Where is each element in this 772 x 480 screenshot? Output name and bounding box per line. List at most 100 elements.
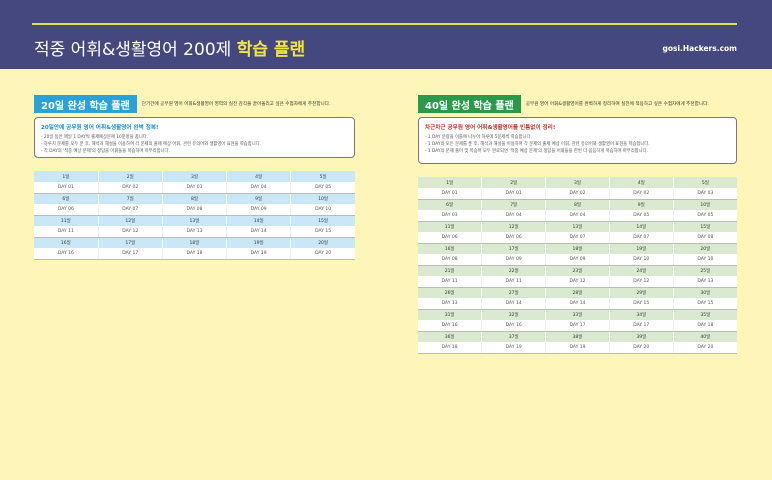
schedule-unit-cell: DAY 09 [481, 254, 546, 266]
schedule-unit-cell: DAY 08 [672, 232, 737, 244]
schedule-unit-row: DAY 08 DAY 09 DAY 09 DAY 10 DAY 10 [418, 254, 737, 266]
plan-40-line: - 1 DAY의 모든 문제를 푼 후, 해석과 해설을 이용하여 각 문제의 … [425, 142, 650, 148]
schedule-day-cell: 20일 [672, 243, 737, 254]
page-title: 적중 어휘&생활영어 200제 학습 플랜 [34, 35, 305, 60]
schedule-day-cell: 12일 [97, 215, 163, 226]
plan-40-line: - 1 DAY 분량을 이틀에 나누어 하루에 5문제씩 학습합니다. [425, 135, 532, 140]
schedule-unit-cell: DAY 02 [608, 188, 674, 200]
schedule-day-cell: 25일 [672, 265, 737, 276]
schedule-day-cell: 22일 [481, 265, 546, 276]
schedule-unit-row: DAY 11 DAY 11 DAY 12 DAY 12 DAY 13 [418, 276, 737, 288]
schedule-day-cell: 15일 [672, 221, 737, 232]
schedule-unit-row: DAY 11 DAY 12 DAY 13 DAY 14 DAY 15 [34, 226, 355, 238]
schedule-day-cell: 5일 [672, 177, 737, 188]
schedule-day-cell: 26일 [418, 287, 482, 298]
schedule-day-cell: 33일 [545, 309, 610, 320]
schedule-day-row: 16일 17일 18일 19일 20일 [418, 243, 737, 254]
schedule-day-cell: 27일 [481, 287, 546, 298]
schedule-unit-cell: DAY 17 [608, 320, 674, 332]
schedule-day-cell: 32일 [481, 309, 546, 320]
schedule-unit-cell: DAY 19 [545, 342, 610, 354]
header-rule [32, 23, 737, 25]
schedule-unit-row: DAY 01 DAY 01 DAY 02 DAY 02 DAY 03 [418, 188, 737, 200]
plan-20-box-title: 20일안에 공무원 영어 어휘&생활영어 완벽 정복! [41, 125, 159, 131]
schedule-unit-cell: DAY 15 [290, 226, 355, 238]
plan-40-line: - 1 DAY의 문제 풀이 및 복습이 모두 완료되면 '적중 예상 문제'의… [425, 149, 648, 155]
schedule-day-cell: 18일 [161, 237, 227, 248]
schedule-day-cell: 39일 [608, 331, 674, 342]
schedule-day-cell: 4일 [608, 177, 674, 188]
schedule-unit-cell: DAY 07 [608, 232, 674, 244]
schedule-unit-cell: DAY 14 [545, 298, 610, 310]
schedule-day-cell: 23일 [545, 265, 610, 276]
schedule-unit-cell: DAY 20 [672, 342, 737, 354]
schedule-day-cell: 21일 [418, 265, 482, 276]
schedule-day-cell: 11일 [418, 221, 482, 232]
schedule-day-row: 1일 2일 3일 4일 5일 [34, 171, 355, 182]
plan-20-days: 20일 완성 학습 플랜 단기간에 공무원 영어 어휘&생활영어 영역의 실전 … [34, 95, 355, 260]
plan-40-box-title: 차근차근 공무원 영어 어휘&생활영어를 빈틈없이 정리! [425, 125, 556, 131]
schedule-day-row: 36일 37일 38일 39일 40일 [418, 331, 737, 342]
schedule-unit-cell: DAY 05 [672, 210, 737, 222]
schedule-unit-row: DAY 01 DAY 02 DAY 03 DAY 04 DAY 05 [34, 182, 355, 194]
schedule-day-cell: 40일 [672, 331, 737, 342]
schedule-unit-cell: DAY 20 [290, 248, 355, 260]
schedule-day-cell: 8일 [545, 199, 610, 210]
schedule-unit-cell: DAY 07 [97, 204, 163, 216]
schedule-unit-row: DAY 18 DAY 19 DAY 19 DAY 20 DAY 20 [418, 342, 737, 354]
schedule-unit-cell: DAY 08 [161, 204, 227, 216]
schedule-unit-cell: DAY 02 [545, 188, 610, 200]
schedule-day-cell: 16일 [34, 237, 99, 248]
schedule-unit-cell: DAY 07 [545, 232, 610, 244]
plan-40-heading: 40일 완성 학습 플랜 공무원 영어 어휘&생활영어를 완벽하게 정리하여 실… [418, 95, 737, 113]
schedule-unit-cell: DAY 11 [418, 276, 482, 288]
schedule-unit-cell: DAY 03 [672, 188, 737, 200]
schedule-unit-cell: DAY 18 [418, 342, 482, 354]
schedule-unit-cell: DAY 09 [545, 254, 610, 266]
plan-20-description: 단기간에 공무원 영어 어휘&생활영어 영역의 실전 감각을 끌어올리고 싶은 … [141, 102, 331, 107]
schedule-day-cell: 17일 [97, 237, 163, 248]
schedule-unit-cell: DAY 10 [608, 254, 674, 266]
schedule-day-cell: 7일 [481, 199, 546, 210]
schedule-day-cell: 35일 [672, 309, 737, 320]
schedule-unit-cell: DAY 02 [97, 182, 163, 194]
plan-40-schedule-table: 1일 2일 3일 4일 5일 DAY 01 DAY 01 DAY 02 DAY 02 DAY 03… [418, 177, 737, 354]
schedule-day-row: 6일 7일 8일 9일 10일 [418, 199, 737, 210]
schedule-unit-row: DAY 06 DAY 06 DAY 07 DAY 07 DAY 08 [418, 232, 737, 244]
schedule-unit-row: DAY 13 DAY 14 DAY 14 DAY 15 DAY 15 [418, 298, 737, 310]
schedule-unit-cell: DAY 20 [608, 342, 674, 354]
site-url: gosi.Hackers.com [662, 44, 738, 53]
schedule-unit-row: DAY 16 DAY 16 DAY 17 DAY 17 DAY 18 [418, 320, 737, 332]
schedule-day-cell: 13일 [161, 215, 227, 226]
schedule-unit-cell: DAY 03 [418, 210, 482, 222]
schedule-unit-cell: DAY 04 [226, 182, 291, 194]
schedule-day-cell: 2일 [97, 171, 163, 182]
plan-20-info-box: 20일안에 공무원 영어 어휘&생활영어 완벽 정복! - 20일 동안 매일 … [34, 117, 355, 158]
schedule-unit-cell: DAY 04 [481, 210, 546, 222]
schedule-day-cell: 10일 [290, 193, 355, 204]
schedule-day-row: 21일 22일 23일 24일 25일 [418, 265, 737, 276]
schedule-unit-cell: DAY 13 [418, 298, 482, 310]
schedule-unit-cell: DAY 14 [226, 226, 291, 238]
plan-40-badge: 40일 완성 학습 플랜 [418, 95, 521, 113]
schedule-unit-cell: DAY 16 [34, 248, 99, 260]
schedule-day-cell: 9일 [226, 193, 291, 204]
schedule-day-cell: 11일 [34, 215, 99, 226]
schedule-day-cell: 31일 [418, 309, 482, 320]
schedule-unit-cell: DAY 01 [481, 188, 546, 200]
schedule-day-cell: 9일 [608, 199, 674, 210]
schedule-unit-cell: DAY 06 [418, 232, 482, 244]
schedule-day-cell: 29일 [608, 287, 674, 298]
schedule-day-cell: 10일 [672, 199, 737, 210]
schedule-day-cell: 16일 [418, 243, 482, 254]
schedule-unit-cell: DAY 09 [226, 204, 291, 216]
schedule-day-cell: 20일 [290, 237, 355, 248]
schedule-unit-cell: DAY 01 [34, 182, 99, 194]
schedule-day-row: 26일 27일 28일 29일 30일 [418, 287, 737, 298]
schedule-day-cell: 12일 [481, 221, 546, 232]
schedule-unit-cell: DAY 01 [418, 188, 482, 200]
schedule-unit-cell: DAY 14 [481, 298, 546, 310]
schedule-unit-cell: DAY 03 [161, 182, 227, 194]
schedule-day-cell: 3일 [545, 177, 610, 188]
schedule-unit-cell: DAY 15 [672, 298, 737, 310]
